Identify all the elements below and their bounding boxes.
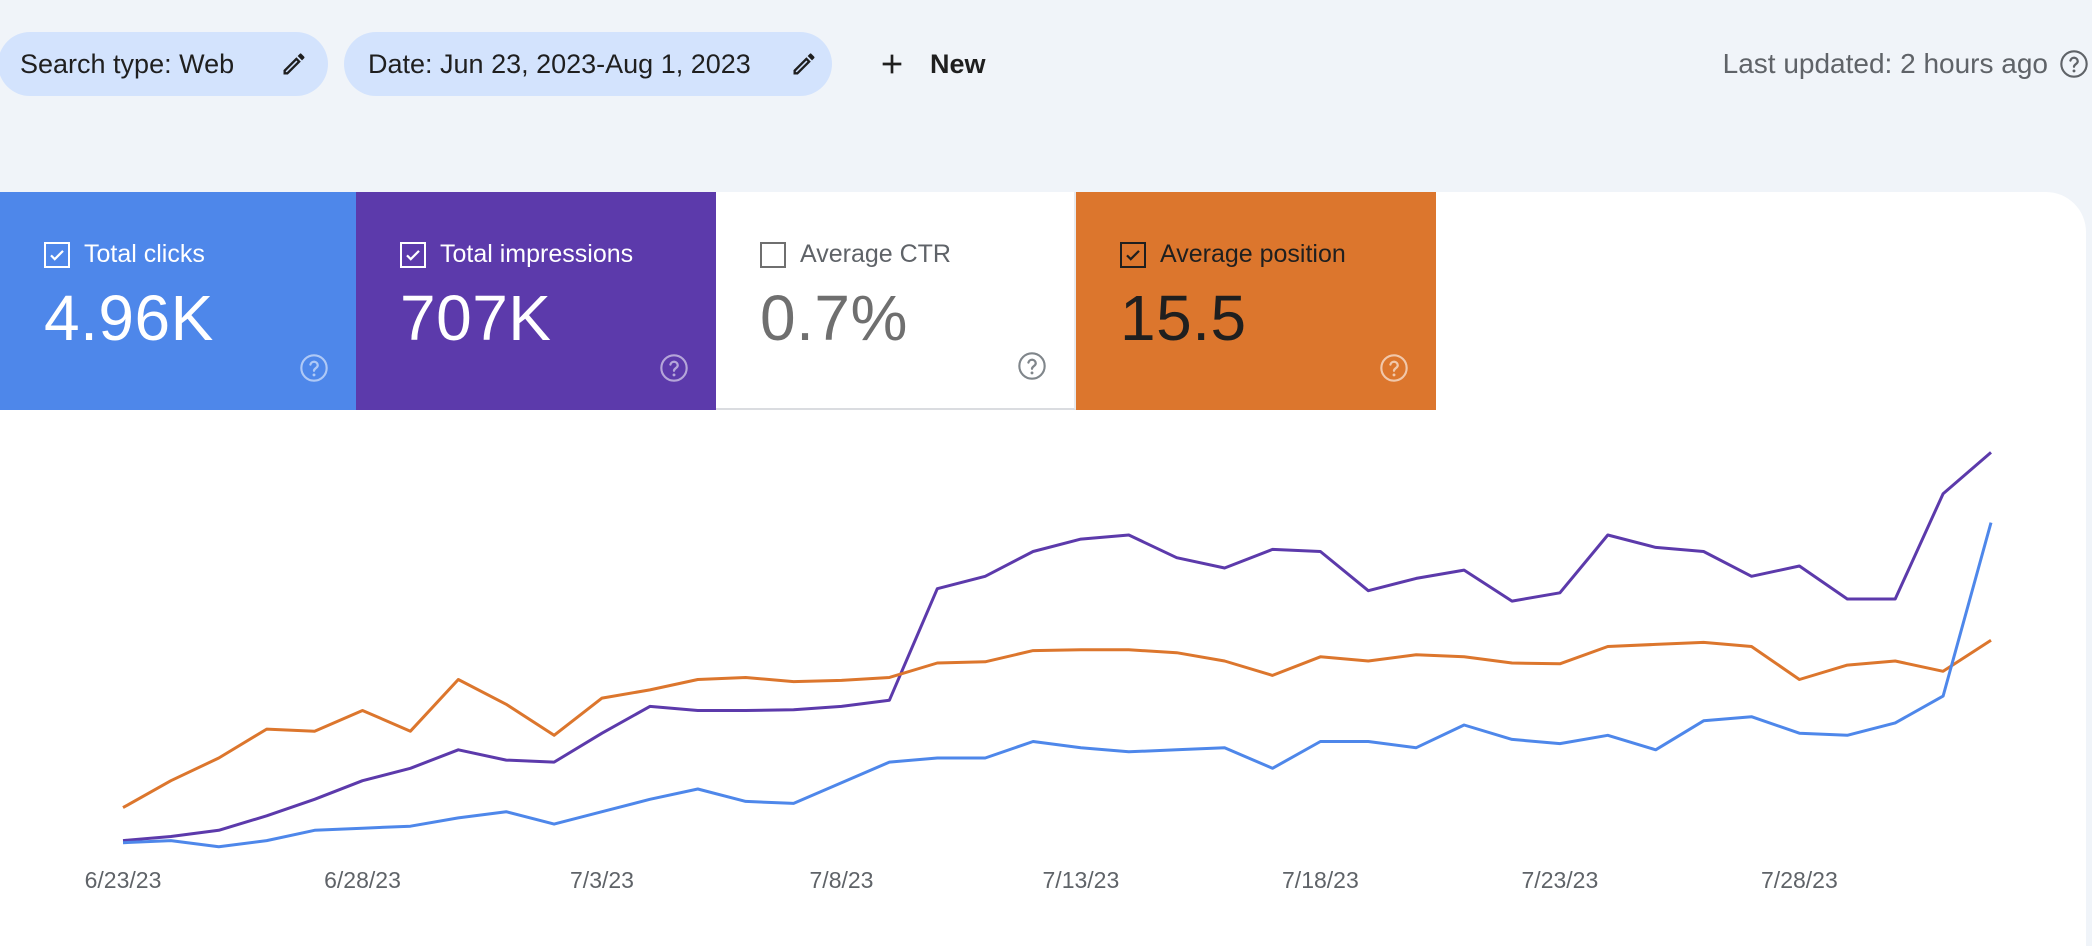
metric-label: Average CTR (800, 240, 951, 268)
help-icon[interactable] (2058, 48, 2090, 80)
metric-card-average-position[interactable]: Average position 15.5 (1076, 192, 1436, 410)
series-line-0 (122, 451, 1992, 843)
last-updated: Last updated: 2 hours ago (1723, 32, 2090, 96)
x-tick-label: 7/23/23 (1522, 867, 1599, 893)
last-updated-text: Last updated: 2 hours ago (1722, 48, 2048, 79)
help-icon[interactable] (1378, 352, 1410, 384)
new-button-label: New (930, 48, 986, 79)
performance-chart[interactable]: 6/23/23 6/28/23 7/3/23 7/8/23 7/13/23 7/18/23… (0, 440, 2086, 920)
checkbox-unchecked-icon[interactable] (760, 241, 786, 268)
metric-label: Average position (1160, 240, 1346, 268)
pencil-icon[interactable] (280, 50, 308, 78)
date-range-label: Date: Jun 23, 2023-Aug 1, 2023 (368, 48, 751, 79)
x-tick-label: 6/28/23 (324, 867, 401, 893)
toolbar: Search type: Web Date: Jun 23, 2023-Aug … (0, 0, 2092, 128)
metric-value: 0.7% (760, 282, 908, 354)
checkbox-checked-icon[interactable] (400, 241, 426, 268)
x-tick-label: 7/8/23 (810, 867, 874, 893)
checkbox-checked-icon[interactable] (44, 241, 70, 268)
metric-card-total-clicks[interactable]: Total clicks 4.96K (0, 192, 356, 410)
help-icon[interactable] (298, 352, 330, 384)
pencil-icon[interactable] (790, 50, 818, 78)
x-tick-label: 7/28/23 (1761, 867, 1838, 893)
help-icon[interactable] (658, 352, 690, 384)
metric-value: 4.96K (44, 282, 214, 354)
series-line-1 (122, 639, 1992, 809)
metric-card-average-ctr[interactable]: Average CTR 0.7% (716, 192, 1076, 410)
checkbox-checked-icon[interactable] (1120, 241, 1146, 268)
x-tick-label: 7/13/23 (1043, 867, 1120, 893)
metric-value: 15.5 (1120, 282, 1247, 354)
metric-value: 707K (400, 282, 552, 354)
search-type-label: Search type: Web (20, 48, 235, 79)
metric-label: Total clicks (84, 240, 205, 268)
help-icon[interactable] (1016, 350, 1048, 382)
metric-label: Total impressions (440, 240, 634, 268)
plus-icon (876, 48, 908, 80)
x-tick-label: 7/3/23 (570, 867, 634, 893)
new-filter-button[interactable]: New (868, 32, 994, 96)
search-type-chip[interactable]: Search type: Web (0, 32, 328, 96)
x-tick-label: 6/23/23 (85, 867, 162, 893)
metric-card-total-impressions[interactable]: Total impressions 707K (356, 192, 716, 410)
date-range-chip[interactable]: Date: Jun 23, 2023-Aug 1, 2023 (344, 32, 832, 96)
x-tick-label: 7/18/23 (1282, 867, 1359, 893)
series-line-2 (122, 522, 1993, 849)
